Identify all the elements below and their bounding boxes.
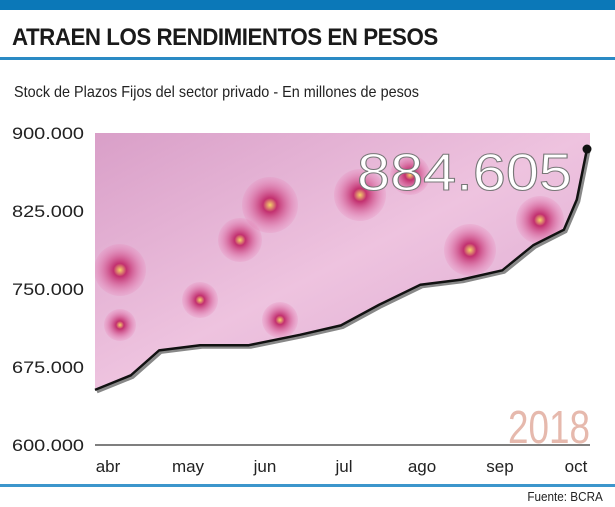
y-tick-label: 825.000 [12,202,84,221]
title-rule [0,57,615,60]
flower [95,244,146,296]
y-tick-label: 675.000 [12,358,84,377]
x-tick-label: sep [486,457,513,476]
top-bar [0,0,615,10]
flower-decoration [95,155,564,341]
x-tick-label: may [172,457,205,476]
x-tick-label: jul [334,457,352,476]
flower [104,309,136,341]
line-shadow [96,150,591,394]
flower [218,218,262,262]
flower [516,196,564,244]
footer-rule [0,484,615,487]
x-tick-label: oct [565,457,588,476]
x-tick-label: abr [96,457,121,476]
y-tick-label: 600.000 [12,436,84,455]
year-label: 2018 [508,401,590,453]
flower [334,169,386,221]
flower-background [95,133,590,390]
last-data-point [582,144,592,154]
y-tick-label: 750.000 [12,280,84,299]
x-tick-label: ago [408,457,436,476]
chart-title: ATRAEN LOS RENDIMIENTOS EN PESOS [12,24,438,51]
flower [182,282,218,318]
source-note: Fuente: BCRA [527,489,603,504]
chart-subtitle: Stock de Plazos Fijos del sector privado… [14,84,419,101]
y-tick-label: 900.000 [12,124,84,143]
flower [262,302,298,338]
last-value-label: 884.605 [357,144,572,202]
flower [444,224,496,276]
flower [242,177,298,233]
x-tick-label: jun [253,457,277,476]
series-line [94,148,589,392]
flower [390,155,430,195]
